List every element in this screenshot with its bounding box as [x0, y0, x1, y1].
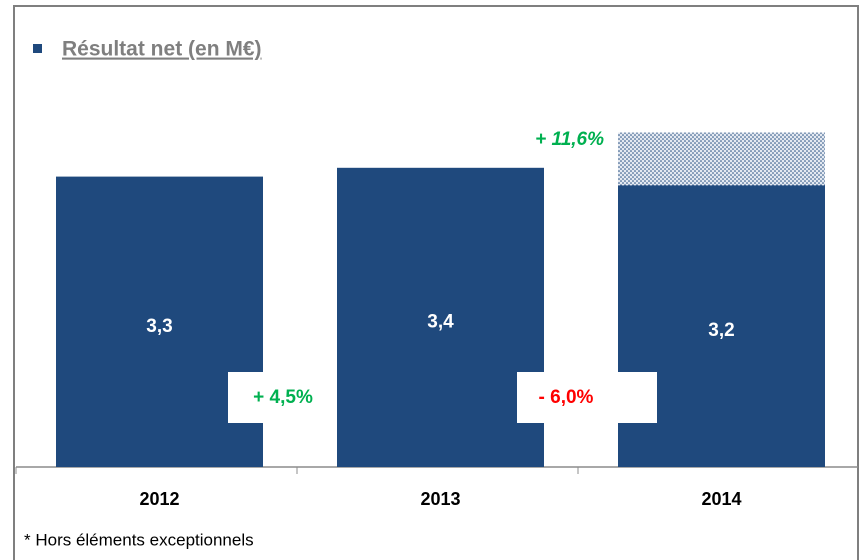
x-tick-label: 2013 — [420, 489, 460, 509]
bullet — [33, 44, 42, 53]
x-tick-label: 2012 — [139, 489, 179, 509]
value-label: 3,2 — [708, 320, 734, 341]
growth-annotation: - 6,0% — [539, 387, 594, 408]
x-tick-label: 2014 — [701, 489, 741, 509]
growth-annotation: + 4,5% — [253, 387, 313, 408]
footnote: * Hors éléments exceptionnels — [24, 530, 254, 549]
value-label: 3,3 — [146, 316, 172, 337]
value-label: 3,4 — [427, 311, 454, 332]
chart-title: Résultat net (en M€) — [62, 38, 262, 61]
growth-annotation: + 11,6% — [535, 129, 604, 150]
annotation-box — [228, 372, 335, 423]
annotation-box — [517, 372, 657, 423]
bar — [337, 167, 544, 468]
